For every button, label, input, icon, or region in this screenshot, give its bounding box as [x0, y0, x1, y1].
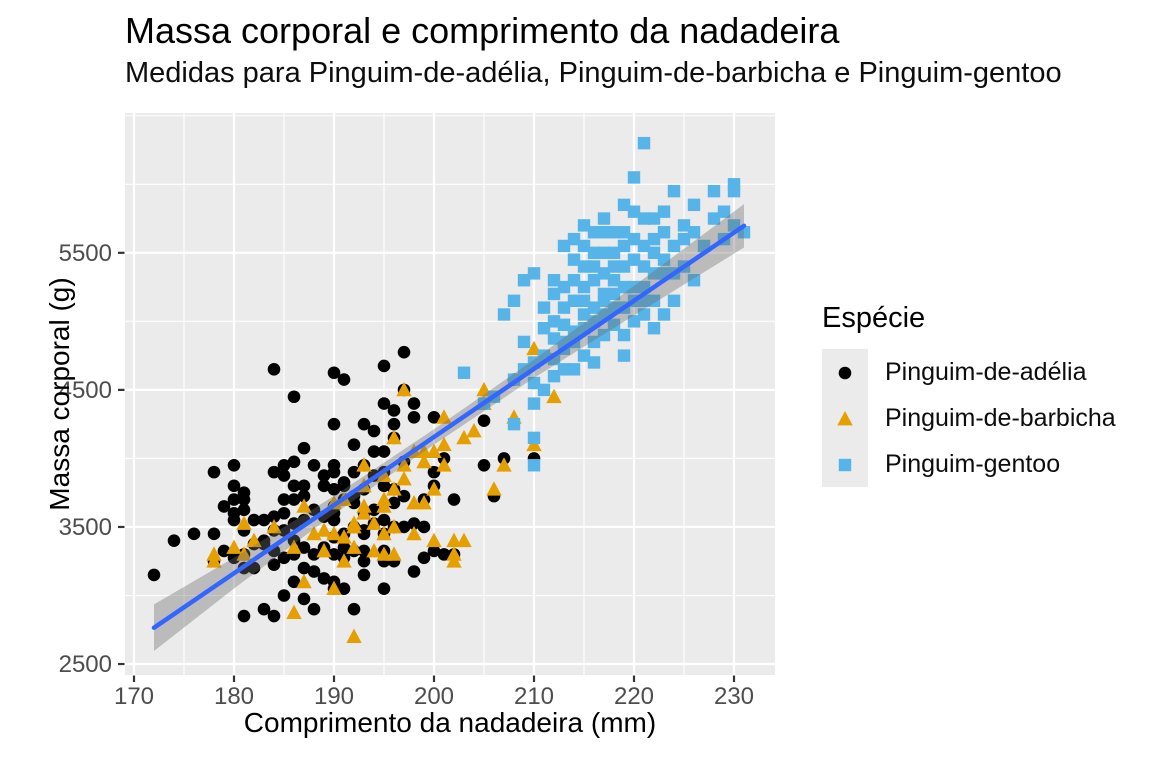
- svg-text:170: 170: [114, 683, 154, 710]
- svg-text:3500: 3500: [59, 514, 112, 541]
- legend-entry-gentoo: Pinguim-gentoo: [822, 441, 1116, 487]
- x-axis-title: Comprimento da nadadeira (mm): [243, 707, 657, 738]
- svg-text:5500: 5500: [59, 240, 112, 267]
- legend: Espécie Pinguim-de-adélia Pinguim-de-bar…: [822, 302, 1116, 487]
- svg-text:200: 200: [414, 683, 454, 710]
- svg-text:190: 190: [314, 683, 354, 710]
- chart-subtitle: Medidas para Pinguim-de-adélia, Pinguim-…: [125, 57, 1062, 89]
- chart-title: Massa corporal e comprimento da nadadeir…: [125, 10, 840, 51]
- legend-label: Pinguim-gentoo: [885, 449, 1061, 478]
- svg-text:210: 210: [514, 683, 554, 710]
- y-axis-title: Massa corporal (g): [44, 277, 75, 511]
- legend-entry-adelia: Pinguim-de-adélia: [822, 349, 1116, 395]
- legend-title: Espécie: [822, 302, 926, 334]
- svg-text:4500: 4500: [59, 377, 112, 404]
- legend-label: Pinguim-de-adélia: [885, 357, 1087, 386]
- svg-text:220: 220: [614, 683, 654, 710]
- legend-entry-barbicha: Pinguim-de-barbicha: [822, 395, 1116, 441]
- svg-text:230: 230: [714, 683, 754, 710]
- triangle-marker-icon: [822, 395, 868, 441]
- svg-text:2500: 2500: [59, 651, 112, 678]
- legend-label: Pinguim-de-barbicha: [885, 403, 1116, 432]
- square-marker-icon: [822, 441, 868, 487]
- svg-text:180: 180: [214, 683, 254, 710]
- legend-entries: Pinguim-de-adélia Pinguim-de-barbicha Pi…: [822, 349, 1116, 487]
- circle-marker-icon: [822, 349, 868, 395]
